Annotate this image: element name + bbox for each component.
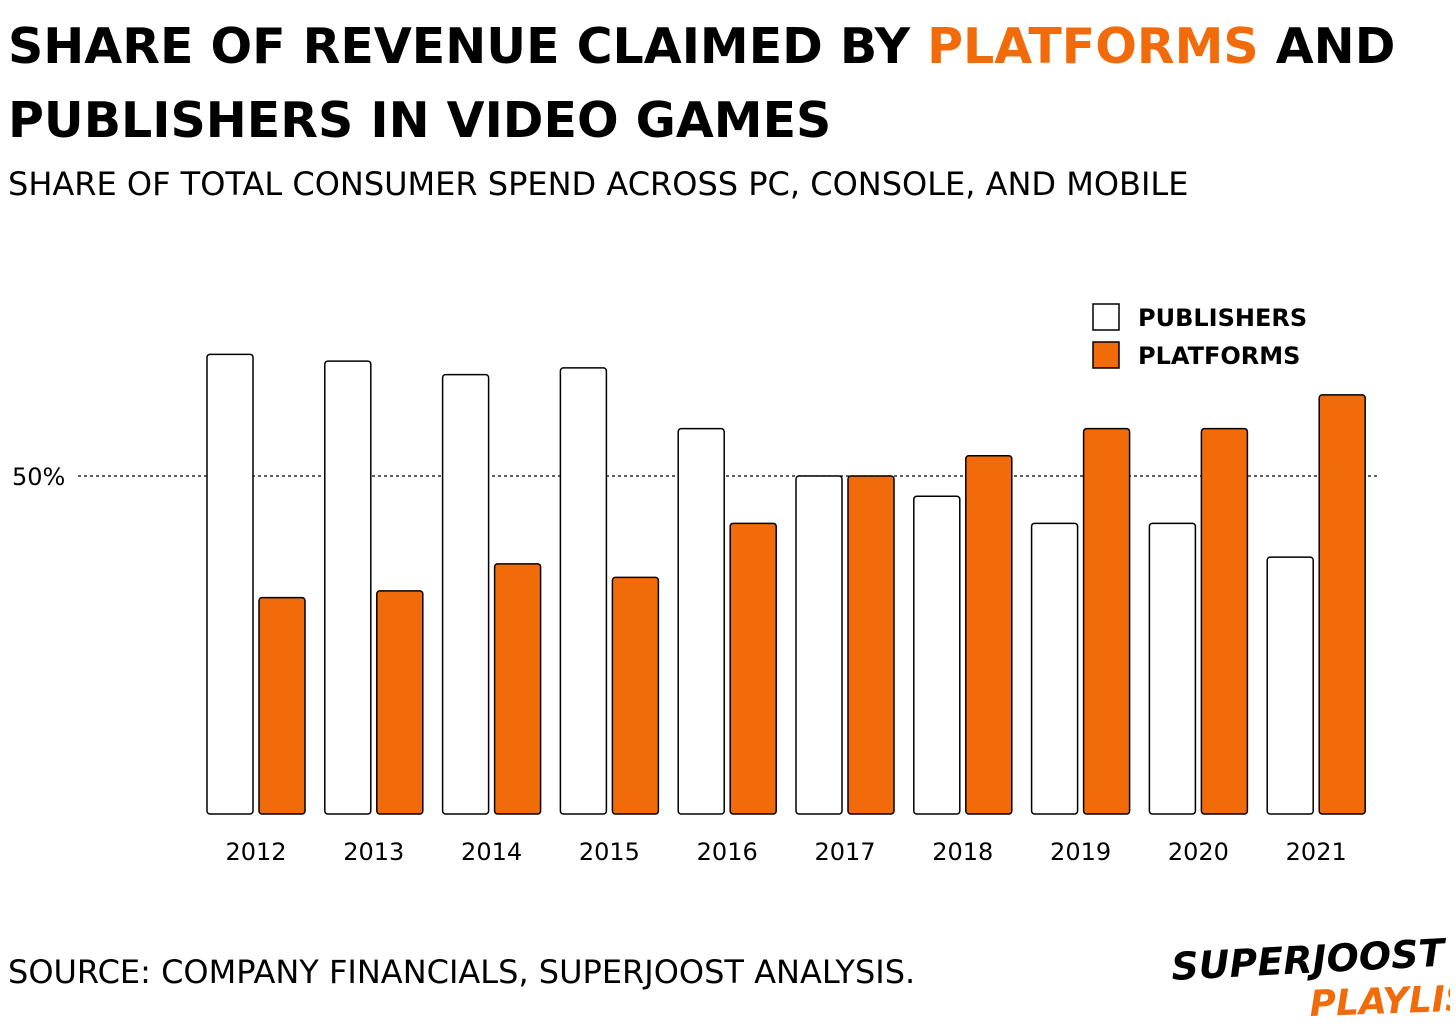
legend-label-publishers: PUBLISHERS — [1138, 304, 1307, 332]
legend: PUBLISHERS PLATFORMS — [1092, 303, 1307, 370]
title-part-1: SHARE OF REVENUE CLAIMED BY — [8, 18, 928, 75]
bar-platforms-2013 — [376, 590, 424, 815]
bar-platforms-2021 — [1318, 394, 1366, 815]
bar-platforms-2017 — [847, 475, 895, 815]
bar-publishers-2018 — [913, 495, 961, 815]
logo-line-2: PLAYLIST — [1309, 977, 1450, 1025]
x-tick-label-2020: 2020 — [1168, 838, 1229, 866]
x-tick-labels: 2012 2013 2014 2015 2016 2017 2018 2019 2020 2021 — [225, 838, 1346, 866]
bar-platforms-2012 — [258, 596, 306, 815]
x-tick-label-2019: 2019 — [1050, 838, 1111, 866]
bar-publishers-2021 — [1266, 556, 1314, 815]
bar-platforms-2018 — [965, 454, 1013, 815]
source-note: SOURCE: COMPANY FINANCIALS, SUPERJOOST A… — [8, 953, 916, 991]
title-accent: PLATFORMS — [927, 18, 1259, 75]
bar-publishers-2020 — [1148, 522, 1197, 815]
bar-publishers-2017 — [795, 475, 843, 815]
chart-subtitle: SHARE OF TOTAL CONSUMER SPEND ACROSS PC,… — [8, 165, 1189, 203]
title-part-2: AND PUBLISHERS IN VIDEO GAMES — [8, 18, 1396, 149]
legend-label-platforms: PLATFORMS — [1138, 342, 1300, 370]
superjoost-playlist-logo: SUPERJOOST PLAYLIST — [1170, 936, 1450, 1025]
x-tick-label-2018: 2018 — [932, 838, 993, 866]
bar-platforms-2019 — [1082, 427, 1131, 815]
bars-group — [206, 353, 1366, 815]
bar-publishers-2012 — [206, 353, 254, 815]
bar-publishers-2015 — [559, 367, 608, 815]
bar-platforms-2020 — [1200, 427, 1249, 815]
bar-platforms-2015 — [611, 576, 660, 815]
x-tick-label-2021: 2021 — [1286, 838, 1347, 866]
bar-publishers-2013 — [324, 360, 372, 815]
x-tick-label-2013: 2013 — [343, 838, 404, 866]
reference-line-label: 50% — [12, 463, 65, 491]
chart-title: SHARE OF REVENUE CLAIMED BY PLATFORMS AN… — [8, 10, 1448, 158]
x-tick-label-2012: 2012 — [225, 838, 286, 866]
x-tick-label-2017: 2017 — [814, 838, 875, 866]
bar-publishers-2016 — [677, 427, 725, 815]
x-tick-label-2014: 2014 — [461, 838, 522, 866]
x-tick-label-2016: 2016 — [697, 838, 758, 866]
bar-platforms-2014 — [493, 563, 542, 815]
bar-publishers-2014 — [441, 373, 490, 815]
legend-swatch-publishers — [1092, 303, 1120, 331]
legend-swatch-platforms — [1092, 341, 1120, 369]
bar-platforms-2016 — [729, 522, 777, 815]
bar-publishers-2019 — [1030, 522, 1079, 815]
x-tick-label-2015: 2015 — [579, 838, 640, 866]
